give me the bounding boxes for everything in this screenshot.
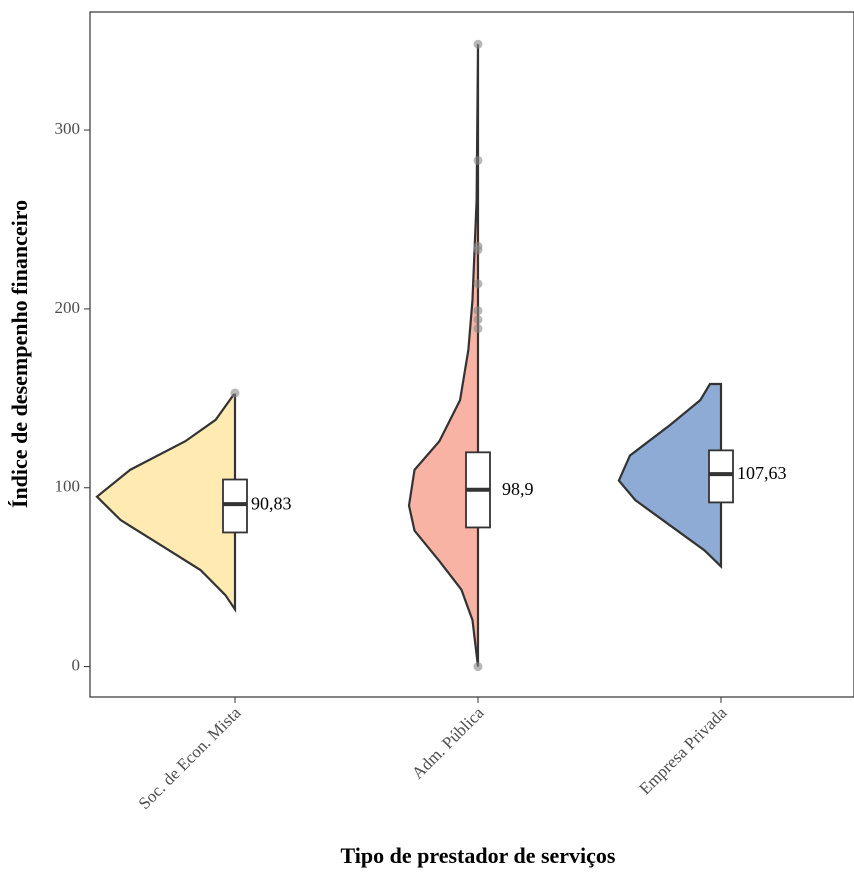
x-tick-label: Soc. de Econ. Mista: [135, 703, 245, 813]
box: [708, 449, 734, 504]
outlier: [473, 306, 483, 316]
outlier: [473, 662, 483, 672]
plot-frame: [89, 11, 854, 698]
y-tick-label: 300: [55, 119, 81, 138]
outlier: [473, 315, 483, 325]
violin: [407, 44, 480, 667]
outlier: [473, 324, 483, 334]
violin: [95, 393, 237, 613]
y-tick-label: 0: [72, 656, 81, 675]
y-tick-label: 100: [55, 477, 81, 496]
x-tick-label: Adm. Pública: [408, 703, 488, 783]
outlier: [473, 245, 483, 255]
y-axis-title: Índice de desempenho financeiro: [7, 200, 32, 508]
violin: [617, 382, 723, 570]
outlier: [473, 39, 483, 49]
median-label: 107,63: [737, 463, 787, 483]
median-label: 90,83: [251, 493, 292, 513]
outlier: [473, 155, 483, 165]
outlier: [230, 388, 240, 398]
outlier: [473, 279, 483, 289]
median-label: 98,9: [502, 479, 534, 499]
y-tick-label: 200: [55, 298, 81, 317]
x-tick-label: Empresa Privada: [635, 703, 731, 799]
x-axis-title: Tipo de prestador de serviços: [340, 843, 615, 868]
